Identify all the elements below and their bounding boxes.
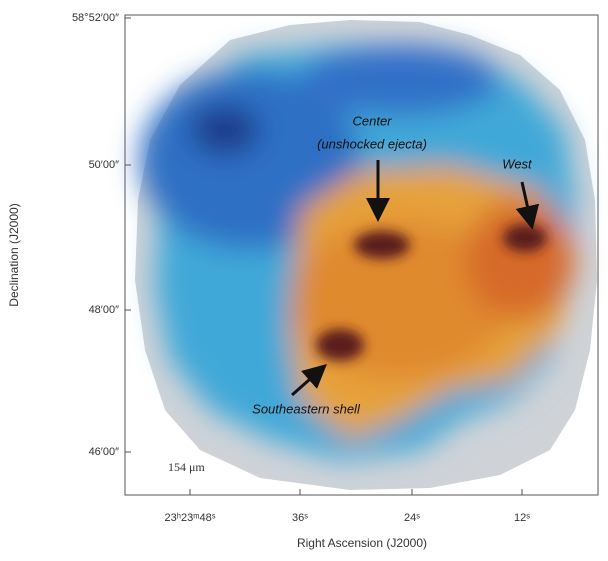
x-tick-label: 24ˢ [404, 512, 420, 524]
x-tick-label: 23ʰ23ᵐ48ˢ [165, 512, 216, 524]
x-axis-label: Right Ascension (J2000) [297, 536, 427, 550]
page: Center (unshocked ejecta) West Southeast… [0, 0, 608, 561]
map-image [140, 45, 575, 460]
y-tick-label: 50′00″ [89, 159, 120, 171]
scale-label: 154 μm [168, 460, 205, 474]
y-tick-label: 48′00″ [89, 304, 120, 316]
annotation: (unshocked ejecta) [317, 136, 427, 151]
x-tick-label: 12ˢ [514, 512, 530, 524]
y-tick-label: 58°52′00″ [72, 12, 119, 24]
figure: Center (unshocked ejecta) West Southeast… [0, 0, 608, 556]
y-axis-label: Declination (J2000) [7, 203, 21, 306]
x-tick-label: 36ˢ [292, 512, 308, 524]
annotation: West [502, 156, 533, 171]
annotation: Center [352, 113, 392, 128]
y-tick-label: 46′00″ [89, 446, 120, 458]
annotation: Southeastern shell [252, 401, 361, 416]
